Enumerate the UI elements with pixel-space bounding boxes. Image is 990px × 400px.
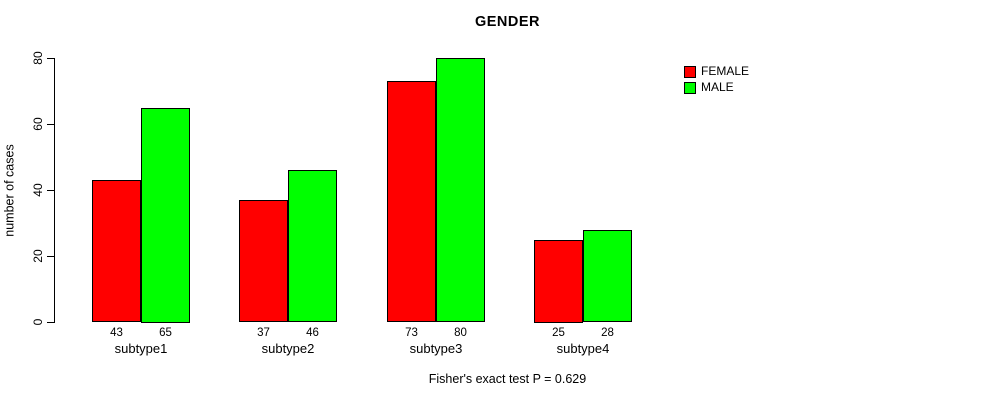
y-axis-tick — [47, 190, 54, 191]
category-label: subtype3 — [409, 341, 463, 356]
bar-subtype1-male — [141, 108, 190, 323]
y-axis-tick-label: 80 — [31, 51, 45, 65]
bar-value-label: 37 — [257, 327, 270, 339]
bar-value-label: 80 — [454, 327, 467, 339]
bar-value-label: 28 — [601, 327, 614, 339]
legend-label-male: MALE — [701, 80, 734, 94]
bar-subtype3-male — [436, 58, 485, 322]
bar-subtype3-female — [387, 81, 436, 322]
bar-value-label: 46 — [306, 327, 319, 339]
legend-item-female: FEMALE — [684, 64, 749, 79]
female-color-swatch — [684, 65, 696, 78]
chart-title: GENDER — [474, 14, 541, 30]
bar-value-label: 43 — [110, 327, 123, 339]
y-axis-tick-label: 0 — [31, 318, 45, 326]
y-axis-tick-label: 60 — [31, 117, 45, 131]
legend-label-female: FEMALE — [701, 64, 750, 78]
bar-subtype2-female — [239, 200, 288, 322]
y-axis-tick — [47, 256, 54, 257]
legend: FEMALE MALE — [684, 64, 749, 96]
male-color-swatch — [684, 81, 696, 94]
category-label: subtype2 — [261, 341, 315, 356]
category-label: subtype4 — [556, 341, 610, 356]
y-axis-tick-label: 40 — [31, 183, 45, 197]
y-axis-tick — [47, 58, 54, 59]
bar-subtype2-male — [288, 170, 337, 322]
category-label: subtype1 — [114, 341, 168, 356]
y-axis-tick — [47, 124, 54, 125]
bar-value-label: 73 — [405, 327, 418, 339]
bar-subtype4-female — [534, 240, 583, 323]
bar-value-label: 25 — [552, 327, 565, 339]
y-axis-tick — [47, 322, 54, 323]
bar-subtype4-male — [583, 230, 632, 322]
bar-value-label: 65 — [159, 327, 172, 339]
legend-item-male: MALE — [684, 80, 749, 95]
bar-subtype1-female — [92, 180, 141, 322]
fisher-test-annotation: Fisher's exact test P = 0.629 — [428, 372, 587, 386]
y-axis-tick-label: 20 — [31, 249, 45, 263]
y-axis-line — [54, 58, 55, 323]
